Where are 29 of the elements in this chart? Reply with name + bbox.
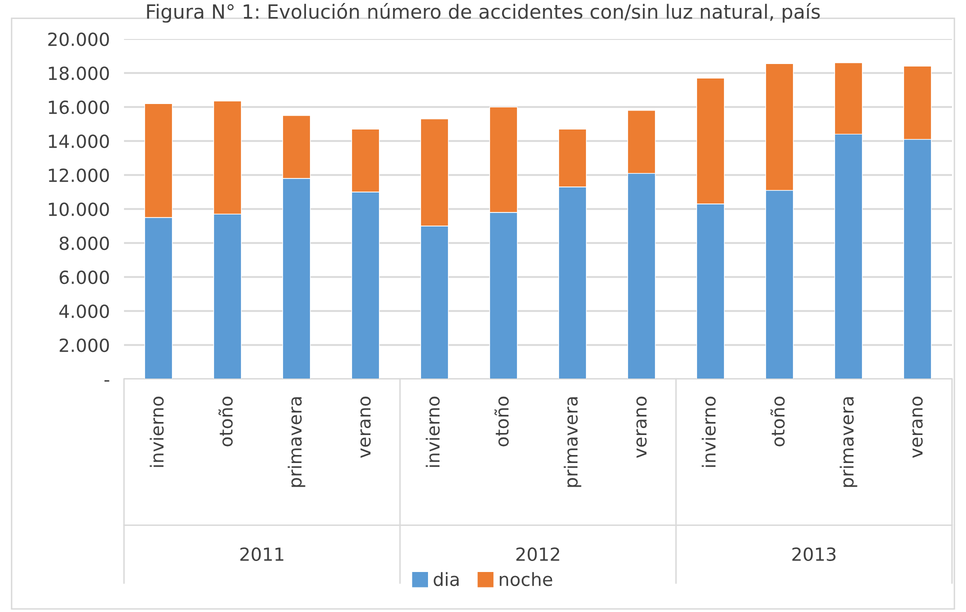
chart-title: Figura N° 1: Evolución número de accidentes con/sin luz natural, país <box>147 3 820 23</box>
x-tick-label: verano <box>360 396 371 458</box>
y-tick-label: 8.000 <box>60 236 109 250</box>
x-tick-label: primavera <box>288 397 306 487</box>
y-tick-label: 6.000 <box>60 270 109 284</box>
y-tick-label: 4.000 <box>59 304 109 318</box>
y-tick-label: 2.000 <box>60 338 109 352</box>
x-tick-label: otoño <box>494 396 509 446</box>
x-tick-label: invierno <box>150 396 164 467</box>
y-tick-label: 20.000 <box>48 32 109 46</box>
legend-label: noche <box>500 572 552 586</box>
x-tick-label: verano <box>636 396 647 458</box>
text: 2013 <box>792 547 836 562</box>
legend-label: dia <box>434 572 459 586</box>
y-tick-label: 10.000 <box>48 202 109 216</box>
x-tick-label: otoño <box>770 396 785 446</box>
y-tick-label: 12.000 <box>48 168 109 182</box>
text: 2012 <box>516 547 560 562</box>
x-tick-label: primavera <box>564 397 582 487</box>
x-tick-label: primavera <box>840 397 858 487</box>
x-tick-label: invierno <box>426 396 440 467</box>
x-tick-label: otoño <box>218 396 233 446</box>
x-tick-label: verano <box>912 396 923 458</box>
x-tick-label: invierno <box>702 396 716 467</box>
y-tick-label: 16.000 <box>48 100 109 114</box>
y-tick-label: 18.000 <box>48 66 109 80</box>
text: 2011 <box>240 547 284 562</box>
y-tick-label: - <box>104 380 110 382</box>
y-tick-label: 14.000 <box>48 134 109 148</box>
